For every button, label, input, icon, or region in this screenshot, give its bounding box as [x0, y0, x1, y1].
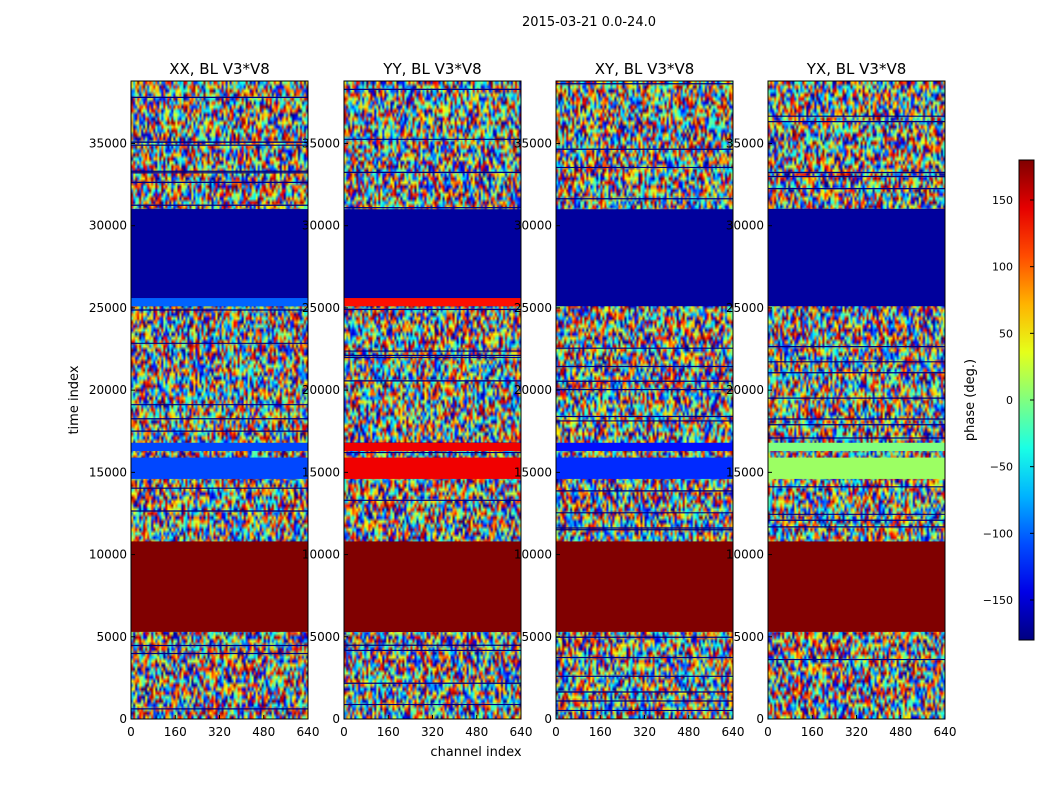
panel-2-band [556, 442, 733, 451]
panel-0-y-tick-label: 35000 [89, 136, 127, 150]
panel-2-y-tick-label: 15000 [514, 465, 552, 479]
panel-0-y-tick-label: 30000 [89, 219, 127, 233]
panel-1-band [344, 541, 521, 632]
panel-2-y-tick-label: 10000 [514, 548, 552, 562]
panel-1-x-tick-label: 0 [340, 725, 348, 739]
panel-0-x-tick-label: 480 [252, 725, 275, 739]
panel-1-y-tick-label: 35000 [302, 136, 340, 150]
panel-3-x-tick-label: 320 [845, 725, 868, 739]
panel-3-x-tick-label: 0 [764, 725, 772, 739]
panel-0-x-tick-label: 0 [127, 725, 135, 739]
colorbar-tick-label: 0 [1006, 394, 1013, 407]
colorbar-tick-label: −100 [983, 527, 1013, 540]
panel-3-y-tick-label: 15000 [726, 465, 764, 479]
panel-1-x-tick-label: 160 [377, 725, 400, 739]
panel-1-band [344, 442, 521, 451]
panel-1-band [344, 298, 521, 307]
panel-1-y-tick-label: 10000 [302, 548, 340, 562]
panel-3-y-tick-label: 10000 [726, 548, 764, 562]
y-axis-label: time index [67, 365, 82, 434]
panel-0-y-tick-label: 20000 [89, 383, 127, 397]
panel-1-y-tick-label: 5000 [309, 630, 340, 644]
figure-title: 2015-03-21 0.0-24.0 [522, 15, 656, 30]
panel-0-x-tick-label: 160 [164, 725, 187, 739]
panel-1-y-tick-label: 0 [332, 712, 340, 726]
panel-1-band [344, 209, 521, 307]
panel-2: XY, BL V3*V8 0 160 320 480 640 0 5000 10000 15000… [514, 60, 745, 739]
panel-1-title: YY, BL V3*V8 [382, 60, 481, 78]
panel-2-y-tick-label: 25000 [514, 301, 552, 315]
panel-0-band [131, 442, 308, 451]
panel-3-title: YX, BL V3*V8 [806, 60, 907, 78]
x-axis-label: channel index [430, 745, 521, 760]
panel-0-band [131, 457, 308, 479]
panel-1-y-tick-label: 20000 [302, 383, 340, 397]
panel-1-y-tick-label: 30000 [302, 219, 340, 233]
panel-2-x-tick-label: 320 [633, 725, 656, 739]
panel-3-band [768, 457, 945, 479]
panel-1-y-tick-label: 15000 [302, 465, 340, 479]
panel-2-y-tick-label: 20000 [514, 383, 552, 397]
panel-0-title: XX, BL V3*V8 [169, 60, 270, 78]
panel-3-y-tick-label: 5000 [733, 630, 764, 644]
colorbar: 150 100 50 0 −50 −100 −150 phase (deg.) [963, 159, 1035, 641]
panel-0-y-tick-label: 25000 [89, 301, 127, 315]
panel-3-x-tick-label: 480 [889, 725, 912, 739]
panel-2-y-tick-label: 35000 [514, 136, 552, 150]
colorbar-label: phase (deg.) [963, 359, 978, 441]
panel-2-title: XY, BL V3*V8 [595, 60, 695, 78]
panel-0-y-tick-label: 15000 [89, 465, 127, 479]
panel-0-y-tick-label: 5000 [96, 630, 127, 644]
panel-0-band [131, 209, 308, 307]
panel-2-band [556, 457, 733, 479]
panel-0-band [131, 298, 308, 307]
panel-2-x-tick-label: 640 [722, 725, 745, 739]
panel-0-band [131, 541, 308, 632]
panels-group: XX, BL V3*V8 0 160 320 480 640 0 5000 10000 15000… [89, 60, 957, 739]
panel-1-y-tick-label: 25000 [302, 301, 340, 315]
panel-1-x-tick-label: 320 [421, 725, 444, 739]
panel-3-band [768, 209, 945, 307]
panel-1-x-tick-label: 640 [510, 725, 533, 739]
panel-3-x-tick-label: 640 [934, 725, 957, 739]
panel-0-x-tick-label: 320 [208, 725, 231, 739]
panel-2-x-tick-label: 160 [589, 725, 612, 739]
panel-3-y-tick-label: 35000 [726, 136, 764, 150]
panel-3-band [768, 541, 945, 632]
panel-2-x-tick-label: 480 [677, 725, 700, 739]
panel-3-y-tick-label: 30000 [726, 219, 764, 233]
panel-2-y-tick-label: 5000 [521, 630, 552, 644]
panel-3-band [768, 442, 945, 451]
panel-3-y-tick-label: 20000 [726, 383, 764, 397]
colorbar-tick-label: −50 [990, 461, 1013, 474]
panel-2-x-tick-label: 0 [552, 725, 560, 739]
panel-0-x-tick-label: 640 [297, 725, 320, 739]
colorbar-tick-label: 100 [992, 261, 1013, 274]
panel-3-y-tick-label: 0 [756, 712, 764, 726]
colorbar-tick-label: −150 [983, 594, 1013, 607]
panel-2-band [556, 209, 733, 307]
panel-2-band [556, 541, 733, 632]
panel-0-y-tick-label: 0 [119, 712, 127, 726]
panel-0-y-tick-label: 10000 [89, 548, 127, 562]
colorbar-tick-label: 50 [999, 327, 1013, 340]
panel-3-x-tick-label: 160 [801, 725, 824, 739]
panel-1-band [344, 457, 521, 479]
panel-3-y-tick-label: 25000 [726, 301, 764, 315]
panel-0: XX, BL V3*V8 0 160 320 480 640 0 5000 10000 15000… [89, 60, 320, 739]
colorbar-tick-label: 150 [992, 194, 1013, 207]
panel-1: YY, BL V3*V8 0 160 320 480 640 0 5000 10000 15000… [302, 60, 533, 739]
panel-2-y-tick-label: 0 [544, 712, 552, 726]
panel-2-y-tick-label: 30000 [514, 219, 552, 233]
panel-1-x-tick-label: 480 [465, 725, 488, 739]
panel-3: YX, BL V3*V8 0 160 320 480 640 0 5000 10000 15000… [726, 60, 957, 739]
